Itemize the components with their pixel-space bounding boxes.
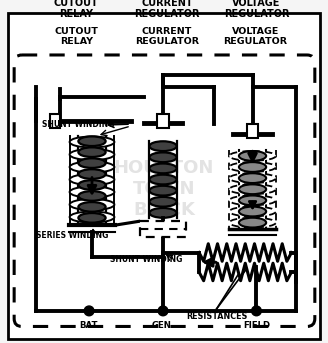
Ellipse shape xyxy=(78,180,106,190)
Ellipse shape xyxy=(239,196,266,205)
Ellipse shape xyxy=(78,169,106,179)
Ellipse shape xyxy=(150,197,177,207)
Ellipse shape xyxy=(150,175,177,185)
Text: CURRENT
REGULATOR: CURRENT REGULATOR xyxy=(135,27,199,46)
Ellipse shape xyxy=(239,173,266,183)
Text: BAT.: BAT. xyxy=(79,321,99,330)
Ellipse shape xyxy=(150,186,177,196)
Ellipse shape xyxy=(78,202,106,212)
Text: VOLTAGE
REGULATOR: VOLTAGE REGULATOR xyxy=(224,0,289,19)
Ellipse shape xyxy=(229,162,276,172)
Ellipse shape xyxy=(229,218,276,227)
Bar xyxy=(50,114,60,128)
Text: CURRENT
REGULATOR: CURRENT REGULATOR xyxy=(134,0,200,19)
Circle shape xyxy=(84,306,94,316)
Ellipse shape xyxy=(239,185,266,194)
Ellipse shape xyxy=(239,151,266,161)
Text: HOUSTON
TOWN
BUICK: HOUSTON TOWN BUICK xyxy=(114,159,214,219)
Ellipse shape xyxy=(70,137,114,147)
Text: FIELD: FIELD xyxy=(243,321,270,330)
Text: RESISTANCES: RESISTANCES xyxy=(186,312,247,321)
Ellipse shape xyxy=(229,196,276,205)
FancyBboxPatch shape xyxy=(140,221,186,237)
Ellipse shape xyxy=(150,141,177,151)
Ellipse shape xyxy=(70,212,114,223)
Bar xyxy=(247,124,258,138)
Ellipse shape xyxy=(229,173,276,183)
Circle shape xyxy=(252,306,261,316)
Ellipse shape xyxy=(70,149,114,160)
Text: SHUNT WINDING: SHUNT WINDING xyxy=(110,255,182,264)
Text: VOLTAGE
REGULATOR: VOLTAGE REGULATOR xyxy=(223,27,287,46)
Ellipse shape xyxy=(78,191,106,201)
Ellipse shape xyxy=(70,174,114,185)
Ellipse shape xyxy=(229,185,276,194)
FancyBboxPatch shape xyxy=(8,13,320,339)
Ellipse shape xyxy=(229,206,276,216)
Circle shape xyxy=(158,306,168,316)
Bar xyxy=(157,114,169,128)
Text: SHUNT WINDING: SHUNT WINDING xyxy=(42,120,115,129)
Ellipse shape xyxy=(78,158,106,168)
Ellipse shape xyxy=(239,218,266,227)
Ellipse shape xyxy=(239,206,266,216)
Ellipse shape xyxy=(239,162,266,172)
Text: GEN.: GEN. xyxy=(152,321,174,330)
Ellipse shape xyxy=(78,213,106,223)
Ellipse shape xyxy=(229,151,276,161)
Text: CUTOUT
RELAY: CUTOUT RELAY xyxy=(54,0,99,19)
Ellipse shape xyxy=(150,152,177,162)
Text: CUTOUT
RELAY: CUTOUT RELAY xyxy=(54,27,98,46)
Ellipse shape xyxy=(70,162,114,173)
Ellipse shape xyxy=(78,147,106,157)
Ellipse shape xyxy=(78,137,106,146)
Text: SERIES WINDING: SERIES WINDING xyxy=(35,232,108,240)
Ellipse shape xyxy=(70,187,114,198)
Ellipse shape xyxy=(150,164,177,173)
Ellipse shape xyxy=(150,208,177,218)
Ellipse shape xyxy=(70,199,114,210)
